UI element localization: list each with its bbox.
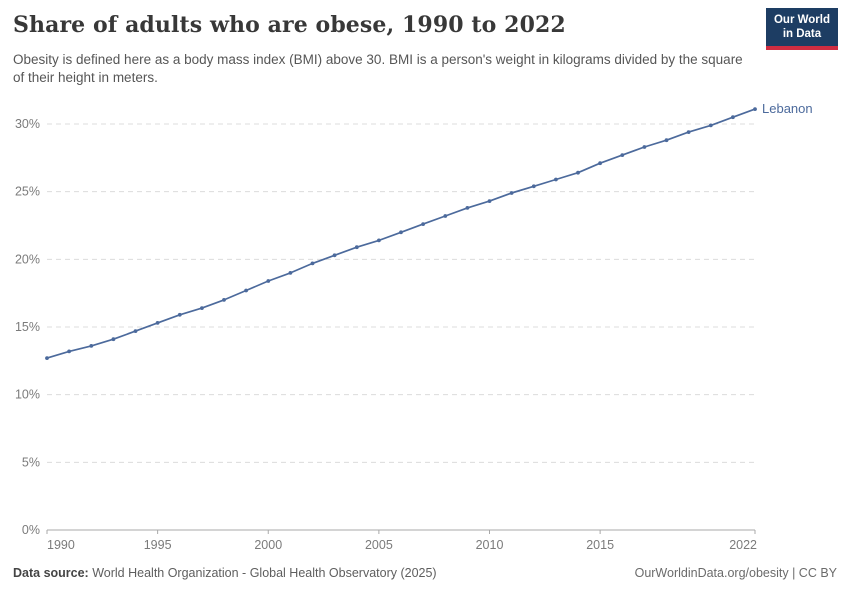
credit-line: OurWorldinData.org/obesity | CC BY [634, 566, 837, 580]
y-tick-label: 0% [22, 523, 40, 537]
owid-logo-line2: in Data [782, 27, 822, 40]
data-point[interactable] [222, 298, 226, 302]
chart-subtitle: Obesity is defined here as a body mass i… [13, 52, 743, 85]
x-tick-label: 2005 [365, 538, 393, 552]
x-tick-label: 2015 [586, 538, 614, 552]
data-point[interactable] [554, 177, 558, 182]
data-point[interactable] [686, 130, 691, 135]
data-point[interactable] [244, 288, 249, 293]
data-point[interactable] [155, 321, 160, 325]
data-source-value: World Health Organization - Global Healt… [92, 566, 437, 580]
y-tick-label: 30% [15, 117, 40, 131]
data-point[interactable] [177, 312, 182, 317]
data-source-label: Data source: [13, 566, 89, 580]
x-tick-label: 1990 [47, 538, 75, 552]
data-point[interactable] [620, 153, 625, 158]
page-title: Share of adults who are obese, 1990 to 2… [13, 12, 566, 38]
data-point[interactable] [509, 191, 514, 195]
x-tick-label: 2010 [476, 538, 504, 552]
data-point[interactable] [288, 271, 293, 275]
data-point[interactable] [45, 356, 49, 360]
x-tick-label: 2022 [729, 538, 757, 552]
data-point[interactable] [399, 230, 403, 235]
x-tick-label: 2000 [254, 538, 282, 552]
data-point[interactable] [111, 337, 116, 342]
data-point[interactable] [310, 261, 315, 266]
y-tick-label: 15% [15, 320, 40, 334]
data-point[interactable] [664, 138, 669, 143]
data-point[interactable] [642, 145, 647, 149]
y-tick-label: 20% [15, 252, 40, 266]
y-tick-label: 5% [22, 455, 40, 469]
data-point[interactable] [443, 214, 448, 218]
data-point[interactable] [354, 245, 359, 250]
data-point[interactable] [89, 344, 94, 348]
data-point[interactable] [465, 206, 470, 210]
data-point[interactable] [332, 253, 337, 258]
owid-logo[interactable]: Our World in Data [765, 8, 838, 50]
y-tick-label: 25% [15, 185, 40, 199]
data-point[interactable] [576, 170, 580, 175]
data-source: Data source: World Health Organization -… [13, 566, 437, 580]
data-point[interactable] [67, 349, 71, 354]
data-point[interactable] [200, 306, 204, 310]
data-point[interactable] [531, 184, 536, 189]
data-point[interactable] [421, 222, 425, 227]
data-point[interactable] [708, 123, 713, 128]
data-point[interactable] [133, 329, 138, 333]
series-label: Lebanon [762, 101, 813, 116]
data-point[interactable] [731, 115, 735, 120]
data-point[interactable] [487, 199, 492, 204]
data-point[interactable] [377, 238, 381, 243]
chart-footer: Data source: World Health Organization -… [13, 566, 837, 580]
x-tick-label: 1995 [144, 538, 172, 552]
owid-logo-line1: Our World [773, 14, 830, 26]
y-tick-label: 10% [15, 388, 40, 402]
data-point[interactable] [598, 161, 602, 166]
data-point[interactable] [753, 107, 757, 111]
data-point[interactable] [266, 279, 271, 283]
